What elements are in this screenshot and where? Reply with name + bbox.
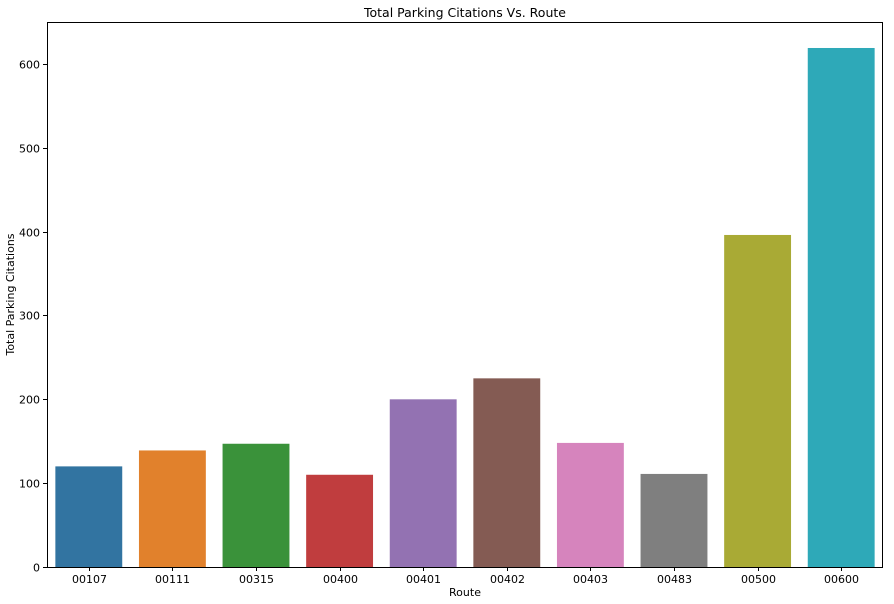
- bar-00500: [724, 234, 792, 567]
- y-tick-label: 400: [19, 227, 40, 240]
- y-tick-label: 100: [19, 478, 40, 491]
- y-axis-ticks: 0 100 200 300 400 500 600: [19, 59, 47, 575]
- x-tick-label-00315: 00315: [239, 573, 274, 586]
- y-tick-label: 300: [19, 310, 40, 323]
- x-tick-label-00403: 00403: [573, 573, 608, 586]
- x-tick-label-00500: 00500: [741, 573, 776, 586]
- chart-title: Total Parking Citations Vs. Route: [363, 5, 566, 20]
- y-axis-title: Total Parking Citations: [4, 233, 17, 356]
- bar-00401: [389, 399, 457, 567]
- x-axis-ticks: 00107 00111 00315 00400 00401 00402 00403 00483…: [72, 567, 859, 586]
- y-tick-label: 500: [19, 143, 40, 156]
- plot-frame: [47, 22, 883, 568]
- bar-00315: [222, 443, 290, 567]
- y-tick-label: 600: [19, 59, 40, 72]
- bar-00600: [807, 47, 875, 568]
- x-tick-label-00600: 00600: [824, 573, 859, 586]
- bar-00483: [640, 473, 708, 567]
- bars-group: [55, 47, 875, 568]
- x-tick-label-00402: 00402: [490, 573, 525, 586]
- x-tick-label-00107: 00107: [72, 573, 107, 586]
- x-tick-label-00111: 00111: [155, 573, 190, 586]
- axes-spines: [47, 22, 883, 568]
- bar-00107: [55, 466, 123, 567]
- x-axis-title: Route: [449, 586, 481, 599]
- x-tick-label-00400: 00400: [323, 573, 358, 586]
- y-tick-label: 200: [19, 394, 40, 407]
- bar-00402: [473, 378, 541, 567]
- x-tick-label-00401: 00401: [406, 573, 441, 586]
- x-tick-label-00483: 00483: [657, 573, 692, 586]
- bar-00400: [306, 474, 374, 567]
- y-tick-label: 0: [33, 562, 40, 575]
- bar-00111: [138, 450, 206, 567]
- bar-00403: [556, 442, 624, 567]
